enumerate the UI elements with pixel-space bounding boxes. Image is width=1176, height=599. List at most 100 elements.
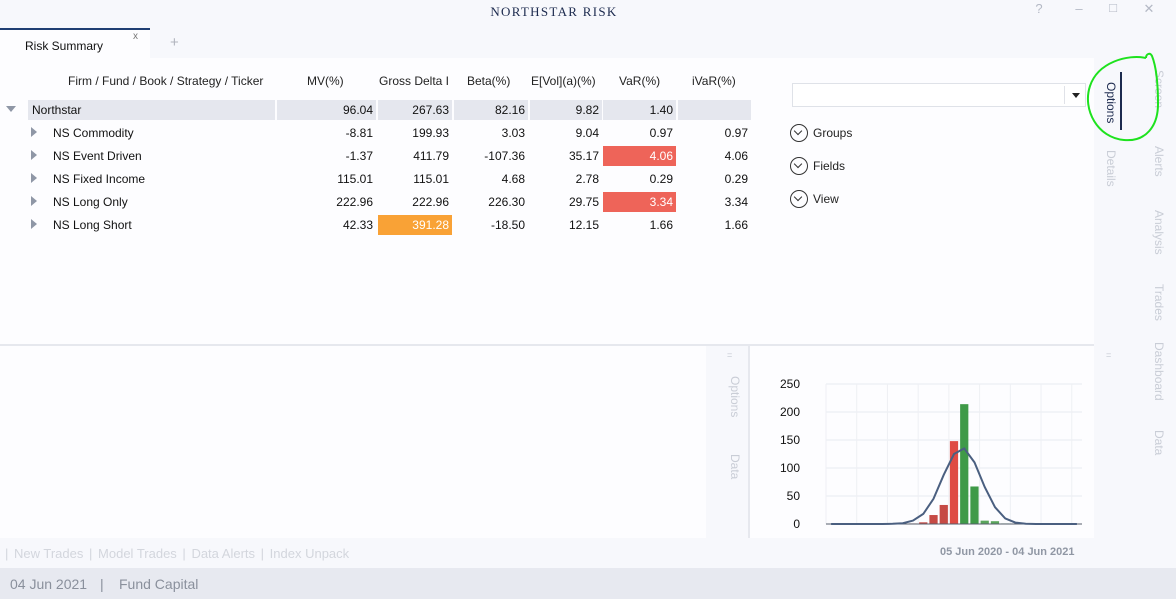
histogram-bar — [939, 504, 948, 524]
add-tab-button[interactable]: + — [170, 34, 179, 51]
table-row[interactable]: Northstar 96.04 267.63 82.16 9.82 1.40 — [0, 98, 776, 121]
side-tab-data[interactable]: Data — [1152, 430, 1166, 456]
cell-mv: 42.33 — [342, 218, 373, 232]
cell-mv: -8.81 — [345, 126, 373, 140]
y-tick-label: 250 — [780, 377, 800, 391]
options-dropdown[interactable] — [792, 83, 1086, 107]
horizontal-splitter[interactable] — [0, 344, 1094, 346]
row-name: NS Event Driven — [53, 149, 142, 163]
column-header-evol[interactable]: E[Vol](a)(%) — [531, 74, 596, 88]
link-data-alerts[interactable]: Data Alerts — [191, 546, 256, 561]
row-name: Northstar — [28, 100, 275, 120]
bottom-tab-data[interactable]: Data — [728, 454, 742, 480]
cell-var: 0.29 — [649, 172, 673, 186]
histogram-bar — [980, 520, 989, 524]
footer-divider: | — [260, 546, 265, 561]
expand-caret-icon[interactable] — [31, 127, 37, 137]
collapse-caret-icon[interactable] — [6, 106, 16, 112]
status-fund: Fund Capital — [119, 576, 199, 592]
expand-caret-icon[interactable] — [31, 150, 37, 160]
cell-gross-delta: 411.79 — [413, 149, 449, 163]
vertical-splitter[interactable] — [748, 346, 750, 538]
drag-handle-icon[interactable]: = — [1106, 350, 1112, 360]
fields-label[interactable]: Fields — [813, 159, 846, 173]
histogram-bar — [990, 521, 1000, 524]
cell-var: 0.97 — [649, 126, 673, 140]
side-tab-dashboard[interactable]: Dashboard — [1152, 342, 1166, 401]
cell-evol: 9.04 — [575, 126, 599, 140]
row-name: NS Long Only — [53, 195, 128, 209]
chevron-down-icon[interactable] — [790, 157, 808, 175]
status-bar: 04 Jun 2021 | Fund Capital — [0, 568, 1176, 599]
column-header-var[interactable]: VaR(%) — [619, 74, 661, 88]
side-tab-trades[interactable]: Trades — [1152, 284, 1166, 321]
histogram-bar — [929, 515, 938, 524]
cell-evol: 29.75 — [568, 195, 599, 209]
expand-caret-icon[interactable] — [31, 173, 37, 183]
cell-mv: 115.01 — [337, 172, 373, 186]
cell-ivar: 3.34 — [724, 195, 748, 209]
table-row[interactable]: NS Long Only 222.96 222.96 226.30 29.75 … — [0, 190, 776, 213]
footer-links: | New Trades | Model Trades | Data Alert… — [5, 546, 351, 561]
drag-handle-icon[interactable]: = — [727, 350, 733, 360]
side-tab-details[interactable]: Details — [1104, 150, 1118, 187]
column-header-name[interactable]: Firm / Fund / Book / Strategy / Ticker — [68, 74, 264, 88]
footer-divider: | — [182, 546, 186, 561]
row-name: NS Commodity — [53, 126, 134, 140]
chart-panel: = 250 200 150 100 50 0 — [750, 346, 1111, 538]
row-name: NS Fixed Income — [53, 172, 146, 186]
bottom-side-tabs: = Options Data — [706, 346, 748, 538]
link-model-trades[interactable]: Model Trades — [98, 546, 177, 561]
table-row[interactable]: NS Event Driven -1.37 411.79 -107.36 35.… — [0, 144, 776, 167]
column-header-mv[interactable]: MV(%) — [307, 74, 344, 88]
chevron-down-icon[interactable] — [790, 190, 808, 208]
normal-fit-curve — [831, 447, 1077, 525]
expand-caret-icon[interactable] — [31, 219, 37, 229]
tab-risk-summary[interactable]: Risk Summary x — [0, 28, 150, 58]
cell-var-highlight: 3.34 — [603, 192, 676, 212]
link-index-unpack[interactable]: Index Unpack — [269, 546, 350, 561]
table-row[interactable]: NS Fixed Income 115.01 115.01 4.68 2.78 … — [0, 167, 776, 190]
chevron-down-icon[interactable] — [790, 124, 808, 142]
cell-ivar: 0.29 — [724, 172, 748, 186]
table-row[interactable]: NS Long Short 42.33 391.28 -18.50 12.15 … — [0, 213, 776, 236]
dropdown-divider — [1064, 86, 1065, 104]
cell-beta: -107.36 — [484, 149, 525, 163]
help-button[interactable]: ? — [1035, 1, 1043, 16]
annotation-stroke — [1086, 52, 1160, 142]
minimize-button[interactable]: – — [1075, 1, 1083, 16]
table-row[interactable]: NS Commodity -8.81 199.93 3.03 9.04 0.97… — [0, 121, 776, 144]
bottom-left-panel — [0, 346, 706, 538]
cell-beta: 4.68 — [501, 172, 525, 186]
column-header-ivar[interactable]: iVaR(%) — [692, 74, 736, 88]
dropdown-arrow-icon[interactable] — [1072, 93, 1080, 98]
status-separator: | — [100, 576, 104, 592]
cell-evol: 2.78 — [575, 172, 599, 186]
cell-mv: 96.04 — [277, 100, 376, 120]
maximize-button[interactable]: □ — [1109, 0, 1117, 15]
close-button[interactable]: ✕ — [1143, 1, 1155, 16]
distribution-chart: 250 200 150 100 50 0 — [780, 377, 1082, 531]
cell-gross-delta-highlight: 391.28 — [378, 215, 452, 235]
cell-ivar — [678, 100, 751, 120]
view-label[interactable]: View — [813, 192, 839, 206]
cell-evol: 9.82 — [530, 100, 602, 120]
link-new-trades[interactable]: New Trades — [14, 546, 84, 561]
row-name: NS Long Short — [53, 218, 132, 232]
cell-evol: 12.15 — [568, 218, 599, 232]
side-tab-analysis[interactable]: Analysis — [1152, 210, 1166, 255]
bottom-tab-options[interactable]: Options — [728, 376, 742, 418]
side-tab-alerts[interactable]: Alerts — [1152, 146, 1166, 177]
y-tick-label: 50 — [787, 489, 801, 503]
histogram-bar — [970, 486, 979, 524]
column-header-beta[interactable]: Beta(%) — [467, 74, 511, 88]
tab-close-icon[interactable]: x — [133, 31, 138, 42]
groups-label[interactable]: Groups — [813, 126, 853, 140]
cell-ivar: 4.06 — [724, 149, 748, 163]
cell-var-highlight: 4.06 — [603, 146, 676, 166]
cell-ivar: 1.66 — [724, 218, 748, 232]
expand-caret-icon[interactable] — [31, 196, 37, 206]
chart-date-range: 05 Jun 2020 - 04 Jun 2021 — [940, 546, 1075, 558]
histogram-bar — [949, 441, 959, 524]
column-header-gross-delta[interactable]: Gross Delta I — [379, 74, 450, 88]
